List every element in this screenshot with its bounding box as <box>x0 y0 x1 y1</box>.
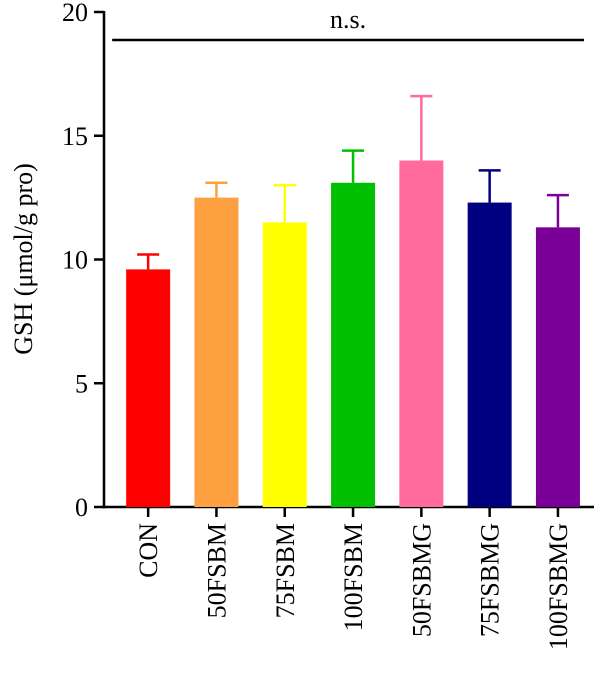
bars <box>126 160 580 507</box>
y-tick-label: 20 <box>62 0 88 27</box>
x-ticks: CON 50FSBM 75FSBM 100FSBM 50FSBMG 75FSBMG 100F… <box>134 507 573 650</box>
significance-annotation: n.s. <box>112 5 584 42</box>
x-tick-label: 100FSBM <box>339 523 368 631</box>
bar-100fsbm <box>331 182 376 507</box>
bar-50fsbmg <box>399 160 444 507</box>
x-tick-label: 100FSBMG <box>544 523 573 650</box>
x-tick-label: 75FSBM <box>271 523 300 618</box>
bar-100fsbmg <box>535 227 580 507</box>
bar-50fsbm <box>194 197 239 507</box>
y-ticks: 0 5 10 15 20 <box>62 0 104 522</box>
bar-con <box>126 269 171 507</box>
y-tick-label: 15 <box>62 122 88 151</box>
x-tick-label: 50FSBM <box>202 523 231 618</box>
y-tick-label: 0 <box>75 493 88 522</box>
significance-label: n.s. <box>330 5 366 34</box>
x-tick-label: 50FSBMG <box>407 523 436 637</box>
bar-75fsbmg <box>467 202 512 507</box>
y-axis-label: GSH (μmol/g pro) <box>9 163 38 355</box>
bar-75fsbm <box>262 222 307 507</box>
x-tick-label: 75FSBMG <box>476 523 505 637</box>
y-tick-label: 5 <box>75 369 88 398</box>
error-bars <box>137 94 569 270</box>
x-tick-label: CON <box>134 523 163 578</box>
y-tick-label: 10 <box>62 246 88 275</box>
